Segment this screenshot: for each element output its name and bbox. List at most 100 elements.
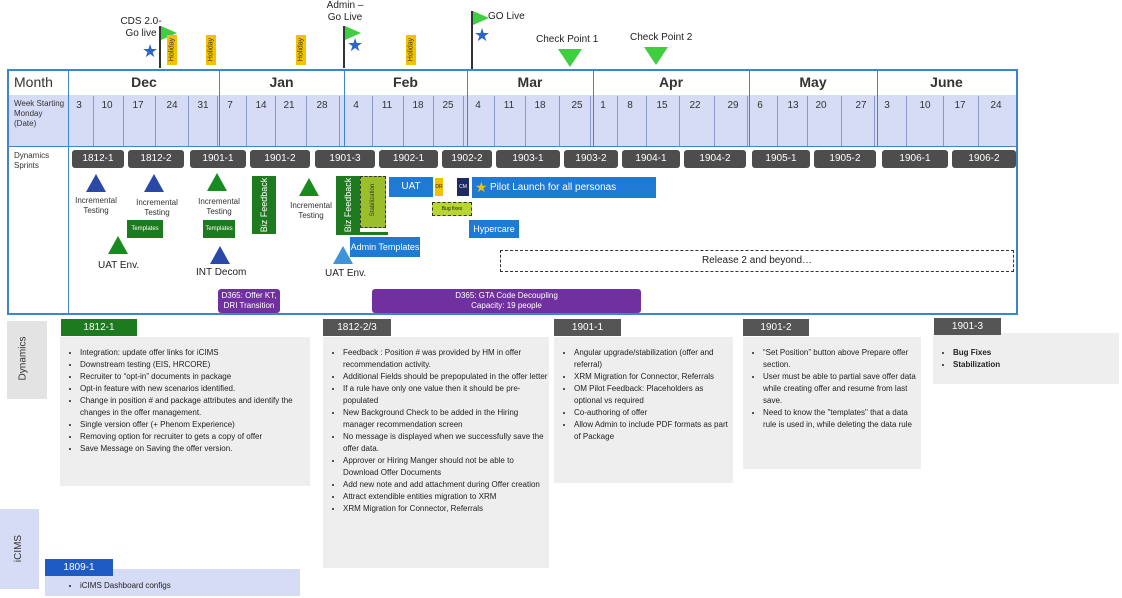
int-decom-triangle (210, 246, 230, 264)
tab-1901-1[interactable]: 1901-1 (554, 319, 621, 336)
month-divider (344, 71, 345, 146)
week-divider (943, 96, 944, 146)
panel-item: Feedback : Position # was provided by HM… (343, 347, 549, 371)
sprint-bar: 1902-1 (379, 150, 438, 168)
month-divider (877, 71, 878, 146)
d365-gta-bar: D365: GTA Code Decoupling Capacity: 19 pe… (372, 289, 641, 313)
stabilization-box: Stabilization (360, 176, 386, 228)
incremental-testing-label: Incremental Testing (290, 201, 332, 220)
week-divider (747, 96, 748, 146)
week-label: 11 (503, 100, 515, 111)
panel-item: Additional Fields should be prepopulated… (343, 371, 549, 383)
flag-icon (345, 26, 361, 40)
panel-item: Need to know the "templates" that a data… (763, 407, 921, 431)
panel-item: Downstream testing (EIS, HRCORE) (80, 359, 310, 371)
sprint-bar: 1812-2 (128, 150, 184, 168)
week-label: 18 (412, 100, 424, 111)
week-label: 31 (197, 100, 209, 111)
tab-1812-2-3[interactable]: 1812-2/3 (323, 319, 391, 336)
week-label: 29 (727, 100, 739, 111)
week-divider (217, 96, 218, 146)
templates-box: Templates (203, 220, 235, 238)
week-label: 14 (255, 100, 267, 111)
panel-item: Integration: update offer links for iCIM… (80, 347, 310, 359)
sprint-bar: 1905-1 (752, 150, 810, 168)
incremental-testing-label: Incremental Testing (198, 197, 240, 216)
tab-1812-1[interactable]: 1812-1 (61, 319, 137, 336)
panel-item: No message is displayed when we successf… (343, 431, 549, 455)
panel-item: Opt-in feature with new scenarios identi… (80, 383, 310, 395)
incremental-testing-triangle (86, 174, 106, 192)
month-label: May (799, 74, 827, 90)
week-divider (841, 96, 842, 146)
sprint-bar: 1901-3 (315, 150, 375, 168)
panel-item: Bug Fixes (953, 347, 1119, 359)
panel-item: “Set Position” button above Prepare offe… (763, 347, 921, 371)
tab-1901-3[interactable]: 1901-3 (934, 318, 1001, 335)
week-label: 20 (815, 100, 827, 111)
hypercare-box: Hypercare (469, 220, 519, 238)
pilot-launch-box: ★ Pilot Launch for all personas (472, 177, 656, 198)
week-label: 11 (381, 100, 393, 111)
panel-1901-1: Angular upgrade/stabilization (offer and… (554, 337, 733, 483)
week-label: 22 (689, 100, 701, 111)
holiday-marker: Holiday (167, 35, 177, 65)
month-divider (467, 71, 468, 146)
uat-env-triangle (108, 236, 128, 254)
sprint-bar: 1904-1 (622, 150, 680, 168)
sprint-bar: 1906-2 (952, 150, 1016, 168)
week-divider (339, 96, 340, 146)
week-divider (494, 96, 495, 146)
week-divider (559, 96, 560, 146)
week-label: 17 (954, 100, 966, 111)
week-label: 25 (571, 100, 583, 111)
panel-item: Add new note and add attachment during O… (343, 479, 549, 491)
week-label: 10 (101, 100, 113, 111)
month-divider (219, 71, 220, 146)
release-2-box: Release 2 and beyond… (500, 250, 1014, 272)
tab-1901-2[interactable]: 1901-2 (743, 319, 809, 336)
week-divider (679, 96, 680, 146)
sprint-bar: 1812-1 (72, 150, 124, 168)
month-divider (749, 71, 750, 146)
incremental-testing-triangle (207, 173, 227, 191)
dr-box: DR (435, 178, 443, 196)
week-divider (646, 96, 647, 146)
month-header-label: Month (14, 74, 53, 90)
month-label: Jan (269, 74, 294, 90)
week-label: 8 (627, 100, 633, 111)
panel-item: Stabilization (953, 359, 1119, 371)
panel-item: Single version offer (+ Phenom Experienc… (80, 419, 310, 431)
week-divider (123, 96, 124, 146)
month-divider (593, 71, 594, 146)
tab-1809-1[interactable]: 1809-1 (45, 559, 113, 576)
week-label: 4 (353, 100, 359, 111)
checkpoint-1-triangle (558, 49, 582, 67)
month-label: Feb (393, 74, 418, 90)
week-label: 24 (990, 100, 1002, 111)
panel-item: XRM Migration for Connector, Referrals (343, 503, 549, 515)
sprint-bar: 1901-2 (250, 150, 310, 168)
holiday-marker: Holiday (406, 35, 416, 65)
week-divider (525, 96, 526, 146)
sprint-bar: 1901-1 (190, 150, 246, 168)
week-divider (777, 96, 778, 146)
week-label: 3 (884, 100, 890, 111)
star-icon: ★ (474, 25, 491, 45)
admin-templates-box: Admin Templates (350, 237, 420, 257)
uat-box: UAT (389, 177, 433, 197)
biz-feedback-box: Biz Feedback (252, 176, 276, 234)
week-divider (403, 96, 404, 146)
sprint-bar: 1905-2 (814, 150, 876, 168)
week-divider (906, 96, 907, 146)
checkpoint-1-label: Check Point 1 (536, 34, 599, 45)
sprint-bar: 1902-2 (442, 150, 492, 168)
week-label: 13 (787, 100, 799, 111)
week-divider (306, 96, 307, 146)
panel-item: Angular upgrade/stabilization (offer and… (574, 347, 733, 371)
week-row (9, 95, 1016, 147)
star-icon: ★ (347, 35, 364, 55)
month-label: Apr (658, 74, 684, 90)
week-divider (978, 96, 979, 146)
panel-item: Allow Admin to include PDF formats as pa… (574, 419, 733, 443)
